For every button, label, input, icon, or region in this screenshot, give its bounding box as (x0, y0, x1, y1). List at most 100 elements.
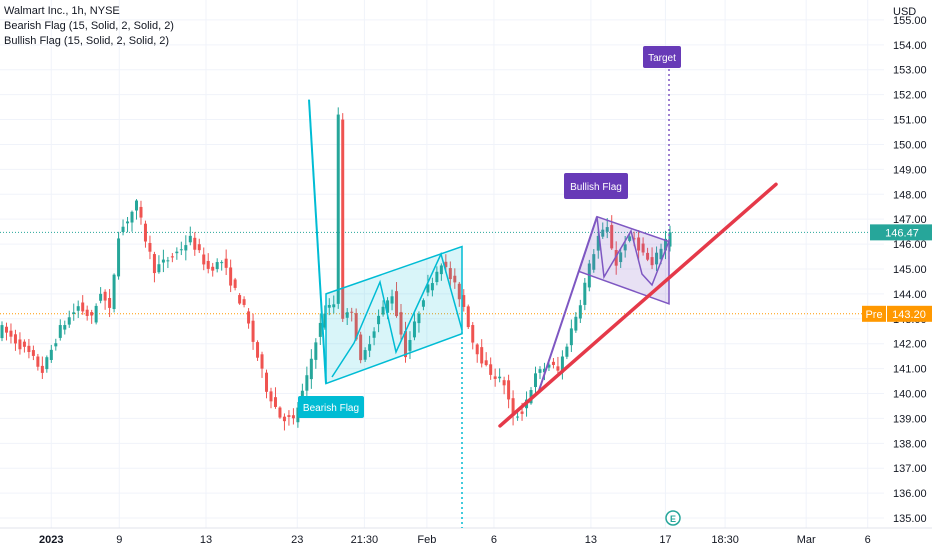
candle (596, 235, 600, 251)
candle (368, 344, 372, 351)
candle (166, 260, 170, 262)
support-trendline[interactable] (498, 182, 778, 428)
candle (188, 235, 192, 243)
candle (498, 376, 502, 379)
candle (9, 330, 13, 337)
y-tick-label: 137.00 (893, 463, 927, 475)
bearish-flag-pole[interactable] (308, 99, 327, 384)
bearish-flag-channel[interactable] (325, 245, 463, 385)
candle (336, 114, 340, 304)
bullish-flag-pole[interactable] (537, 216, 598, 394)
candle (327, 304, 331, 308)
candle (72, 312, 76, 315)
candle (260, 354, 264, 369)
candle (305, 375, 309, 391)
pre-price-tag (887, 305, 932, 322)
x-tick-label: Mar (797, 534, 816, 546)
candle (399, 312, 403, 335)
candle (130, 211, 134, 223)
candle (408, 339, 412, 351)
candle (211, 266, 215, 271)
y-tick-label: 154.00 (893, 40, 927, 52)
candle (565, 346, 569, 357)
pre-tag-box (862, 305, 886, 322)
x-tick-label: 6 (491, 534, 497, 546)
candle (134, 200, 138, 211)
candle (265, 372, 269, 392)
x-tick-label: 2023 (39, 534, 63, 546)
candle (551, 361, 555, 365)
candle (556, 366, 560, 371)
candle (632, 238, 636, 240)
y-tick-label: 153.00 (893, 65, 927, 77)
candle (386, 300, 390, 313)
y-tick-label: 142.00 (893, 339, 927, 351)
candle (619, 252, 623, 263)
candle (22, 341, 26, 347)
y-tick-label: 146.00 (893, 239, 927, 251)
candle (85, 309, 89, 316)
bearish-flag-label-box[interactable] (298, 396, 364, 418)
candle (583, 282, 587, 305)
candle (49, 349, 53, 360)
y-tick-label: 152.00 (893, 90, 927, 102)
candle (650, 257, 654, 266)
bearish-flag-indicator-label[interactable]: Bearish Flag (15, Solid, 2, Solid, 2) (4, 20, 174, 32)
candle (242, 299, 246, 305)
bullish-flag-indicator-label[interactable]: Bullish Flag (15, Solid, 2, Solid, 2) (4, 35, 170, 47)
candle (542, 368, 546, 373)
candle (215, 262, 219, 270)
candle (668, 232, 672, 247)
candle (569, 328, 573, 346)
y-tick-label: 136.00 (893, 488, 927, 500)
candle (76, 306, 80, 311)
target-label-box[interactable] (643, 46, 681, 68)
bullish-flag-label: Bullish Flag (570, 182, 622, 193)
candle (112, 274, 116, 310)
candle (520, 411, 524, 414)
y-tick-label: 148.00 (893, 189, 927, 201)
candle (202, 254, 206, 265)
candle (229, 267, 233, 286)
candle (63, 325, 67, 330)
candle (54, 343, 58, 347)
x-tick-label: 21:30 (351, 534, 379, 546)
candle (439, 265, 443, 275)
candle (350, 311, 354, 313)
candle (287, 415, 291, 417)
candle (296, 407, 300, 423)
candle (121, 226, 125, 233)
candle (126, 221, 130, 224)
candle (206, 260, 210, 269)
bearish-flag-label: Bearish Flag (303, 403, 359, 414)
candle (224, 258, 228, 268)
candle (377, 315, 381, 325)
candle (31, 350, 35, 356)
bullish-flag-label-box[interactable] (564, 173, 628, 199)
earnings-icon[interactable] (665, 510, 681, 526)
candle (67, 317, 71, 325)
chart-legend: Walmart Inc., 1h, NYSE Bearish Flag (15,… (4, 4, 174, 49)
candle (45, 357, 49, 370)
candle (646, 252, 650, 260)
y-tick-label: 155.00 (893, 15, 927, 27)
candle (610, 225, 614, 249)
candle (0, 325, 4, 339)
candle (534, 373, 538, 388)
y-tick-label: 139.00 (893, 413, 927, 425)
candle (502, 380, 506, 386)
y-tick-label: 149.00 (893, 164, 927, 176)
candle (641, 243, 645, 253)
candle (448, 268, 452, 280)
x-tick-label: 18:30 (711, 534, 739, 546)
candle (161, 259, 165, 263)
candle (58, 325, 62, 338)
candle (466, 306, 470, 328)
candle (659, 248, 663, 260)
candle (359, 334, 363, 361)
candle (480, 347, 484, 364)
candle (578, 305, 582, 319)
candle (426, 284, 430, 293)
candle (457, 283, 461, 300)
